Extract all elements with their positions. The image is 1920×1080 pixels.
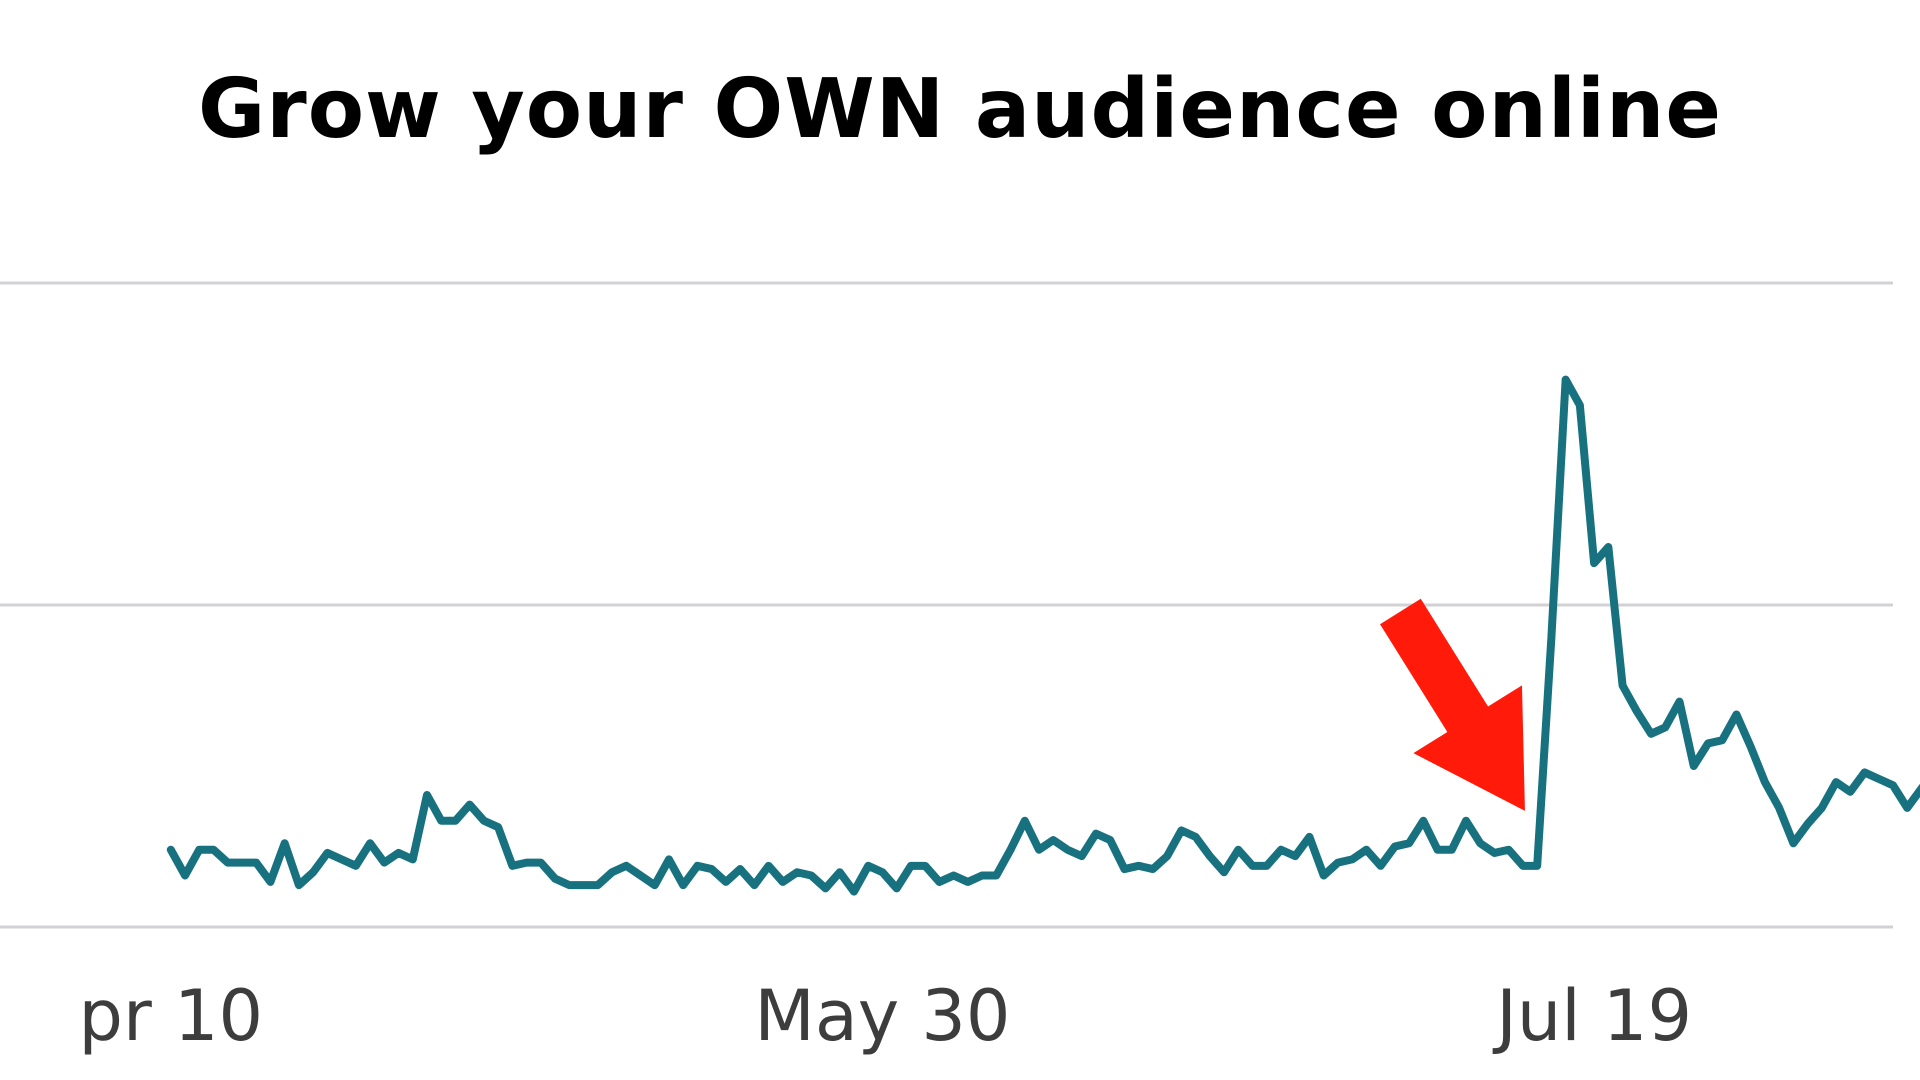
series-layer (166, 375, 1920, 896)
grid-layer (0, 281, 1893, 929)
page-title: Grow your OWN audience online (197, 62, 1723, 157)
x-tick-label-2: Jul 19 (1492, 975, 1692, 1057)
series-line-0 (166, 375, 1920, 896)
red-arrow-icon (1380, 598, 1525, 811)
x-tick-label-0: pr 10 (79, 975, 264, 1057)
x-axis-ticks: pr 10 May 30 Jul 19 (79, 975, 1692, 1057)
annotation-layer (1380, 598, 1525, 811)
x-tick-label-1: May 30 (754, 975, 1010, 1057)
